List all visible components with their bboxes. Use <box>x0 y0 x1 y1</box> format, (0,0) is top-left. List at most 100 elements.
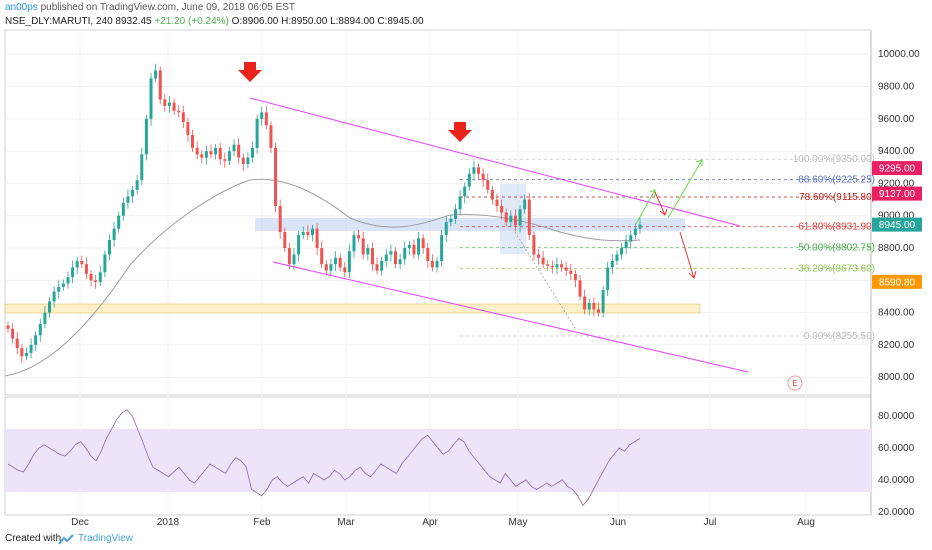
candle-body <box>541 257 545 265</box>
candle-body <box>633 228 637 236</box>
candle-body <box>274 147 278 207</box>
candle-body <box>555 264 559 268</box>
candle-body <box>61 283 65 287</box>
candle-body <box>610 260 614 268</box>
candle-body <box>227 151 231 161</box>
publish-line: an00ps published on TradingView.com, Jun… <box>5 2 295 13</box>
fib-label: 50.00%(8802.75) <box>798 243 875 254</box>
candle-body <box>389 251 393 255</box>
arrowhead-4 <box>688 270 697 279</box>
time-tick-label: 2018 <box>157 517 180 528</box>
rsi-path <box>7 409 641 507</box>
candle-body <box>144 118 148 155</box>
candle-body <box>440 235 444 261</box>
candle-body <box>564 267 568 271</box>
candle-body <box>250 147 254 158</box>
price-pane[interactable] <box>4 29 872 396</box>
candle-body <box>135 180 139 190</box>
earnings-badge[interactable]: E <box>787 375 803 391</box>
time-axis: Dec 2018 Feb Mar Apr May Jun Jul Aug <box>71 517 815 528</box>
bullish-arrow-2 <box>667 159 703 219</box>
candle-body <box>223 159 227 161</box>
candle-body <box>495 199 499 207</box>
ohlc-open: O:8906.00 <box>231 16 279 27</box>
chart-header: an00ps published on TradingView.com, Jun… <box>0 0 932 30</box>
candle-body <box>481 173 485 181</box>
candle-body <box>620 248 624 255</box>
candle-body <box>384 254 388 261</box>
candle-body <box>578 280 582 297</box>
candle-body <box>357 235 361 239</box>
candle-body <box>172 102 176 111</box>
candle-body <box>504 212 508 223</box>
candle-body <box>527 199 531 236</box>
price-tick-label: 10000.00 <box>878 49 920 60</box>
candle-body <box>89 273 93 281</box>
ohlc-high: H:8950.00 <box>281 16 328 27</box>
candle-body <box>140 154 144 181</box>
candle-body <box>361 238 365 255</box>
candle-body <box>394 251 398 265</box>
candle-body <box>587 302 591 310</box>
candle-body <box>232 144 236 152</box>
candle-body <box>34 335 38 345</box>
bearish-arrow-1 <box>654 191 666 216</box>
fib-label: 88.60%(9225.25) <box>798 174 875 185</box>
candle-body <box>75 260 79 268</box>
candle-body <box>43 312 47 324</box>
candle-body <box>546 264 550 266</box>
candle-body <box>606 267 610 291</box>
candle-body <box>490 189 494 200</box>
candle-body <box>583 296 587 310</box>
price-change: +21.20 (+0.24%) <box>154 16 229 27</box>
footer: Created with TradingView <box>0 530 932 550</box>
candle-body <box>306 231 310 236</box>
candle-body <box>6 325 10 329</box>
candle-body <box>403 248 407 260</box>
candle-body <box>301 231 305 236</box>
candle-body <box>329 264 333 271</box>
candle-body <box>592 302 596 310</box>
bullish-arrow-1 <box>635 189 656 225</box>
candle-body <box>38 323 42 336</box>
price-tick-label: 9000.00 <box>878 211 915 222</box>
candle-body <box>347 251 351 273</box>
time-tick-label: Dec <box>71 517 89 528</box>
candle-body <box>320 248 324 265</box>
candle-body <box>214 147 218 155</box>
resistance-zone <box>255 218 685 231</box>
candle-body <box>209 151 213 155</box>
candle-body <box>121 202 125 216</box>
candle-body <box>370 248 374 265</box>
candle-body <box>191 134 195 148</box>
author-link[interactable]: an00ps <box>5 2 38 13</box>
candle-body <box>181 112 185 123</box>
fib-label: 61.80%(8931.90) <box>798 222 875 233</box>
candle-body <box>278 206 282 232</box>
candles <box>6 63 642 364</box>
time-tick-label: Aug <box>797 517 815 528</box>
candle-body <box>71 267 75 278</box>
candle-body <box>200 154 204 158</box>
candle-body <box>624 241 628 249</box>
candle-body <box>366 248 370 255</box>
candle-body <box>11 328 15 339</box>
symbol-name: NSE_DLY:MARUTI, 240 <box>5 16 113 27</box>
tradingview-brand[interactable]: TradingView <box>78 533 134 544</box>
candle-body <box>264 112 268 126</box>
ohlc-low: L:8894.00 <box>330 16 375 27</box>
candle-body <box>163 99 167 106</box>
price-tag-label: 8945.00 <box>879 220 916 231</box>
candle-body <box>246 157 250 165</box>
candle-body <box>186 122 190 135</box>
candle-body <box>315 228 319 249</box>
candle-body <box>204 151 208 158</box>
symbol-line: NSE_DLY:MARUTI, 240 8932.45 +21.20 (+0.2… <box>5 16 424 27</box>
fib-label: 78.60%(9115.80) <box>799 192 875 203</box>
candle-body <box>98 272 102 282</box>
candle-body <box>154 70 158 79</box>
candle-body <box>523 199 527 210</box>
candle-body <box>57 286 61 292</box>
candle-body <box>375 264 379 271</box>
